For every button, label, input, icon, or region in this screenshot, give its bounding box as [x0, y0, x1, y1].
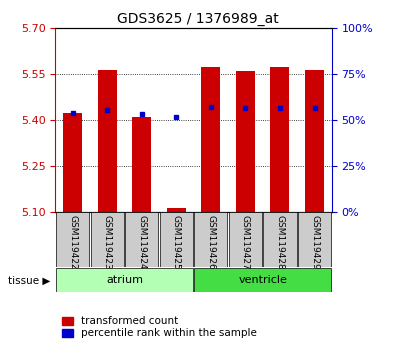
Bar: [229, 212, 262, 267]
Legend: transformed count, percentile rank within the sample: transformed count, percentile rank withi…: [62, 316, 257, 338]
Bar: [56, 212, 89, 267]
Bar: [90, 212, 124, 267]
Text: tissue ▶: tissue ▶: [8, 275, 50, 285]
Text: GDS3625 / 1376989_at: GDS3625 / 1376989_at: [117, 12, 278, 27]
Bar: [271, 67, 290, 212]
Text: GSM119425: GSM119425: [172, 215, 181, 270]
Bar: [263, 212, 297, 267]
Bar: [132, 117, 151, 212]
Bar: [298, 212, 331, 267]
Bar: [63, 113, 82, 212]
Text: ventricle: ventricle: [238, 275, 287, 285]
Text: atrium: atrium: [106, 275, 143, 285]
Text: GSM119429: GSM119429: [310, 215, 319, 270]
Bar: [236, 71, 255, 212]
Text: GSM119426: GSM119426: [206, 215, 215, 270]
Bar: [167, 208, 186, 212]
Bar: [305, 70, 324, 212]
Text: GSM119423: GSM119423: [103, 215, 112, 270]
Bar: [160, 212, 193, 267]
Bar: [194, 212, 228, 267]
Text: GSM119424: GSM119424: [137, 215, 146, 270]
Bar: [201, 67, 220, 212]
Text: GSM119428: GSM119428: [275, 215, 284, 270]
Bar: [56, 268, 193, 292]
Bar: [125, 212, 158, 267]
Text: GSM119422: GSM119422: [68, 215, 77, 270]
Bar: [194, 268, 331, 292]
Bar: [98, 70, 117, 212]
Text: GSM119427: GSM119427: [241, 215, 250, 270]
